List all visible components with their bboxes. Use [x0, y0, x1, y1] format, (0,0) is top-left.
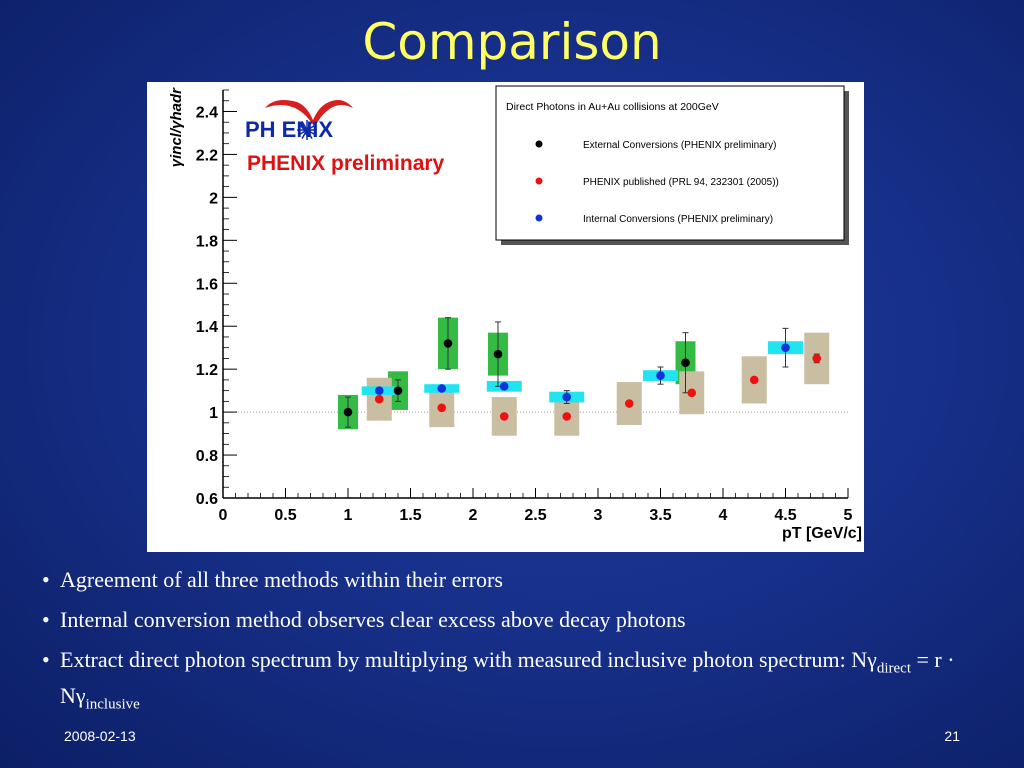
bullet-dot: • [42, 567, 50, 592]
bullet-text: Internal conversion method observes clea… [60, 607, 686, 632]
y-tick-label: 1.6 [196, 276, 218, 293]
data-point [812, 354, 822, 363]
phenix-logo-star [297, 129, 308, 136]
phenix-logo-star [301, 120, 308, 131]
bullet-subscript: inclusive [85, 696, 140, 713]
bullet-subscript: direct [876, 660, 911, 677]
bullet-item: • Extract direct photon spectrum by mult… [42, 646, 982, 719]
x-tick-label: 1 [344, 507, 353, 524]
phenix-logo-star [306, 129, 317, 136]
data-point [624, 399, 634, 408]
data-point [374, 394, 384, 404]
data-point [656, 371, 665, 380]
legend-marker [535, 214, 543, 222]
y-tick-label: 2.4 [196, 104, 218, 121]
data-point [343, 407, 353, 417]
data-point [562, 412, 572, 421]
data-point [687, 388, 697, 398]
phenix-logo-text: PH ENIX [245, 117, 333, 142]
legend-title: Direct Photons in Au+Au collisions at 20… [506, 101, 719, 113]
x-tick-label: 4 [719, 507, 728, 524]
phenix-logo-star [306, 120, 313, 131]
data-point [437, 403, 447, 413]
data-point [499, 382, 509, 391]
slide-title: Comparison [362, 13, 662, 71]
bullet-text: = r · Nγ [60, 647, 955, 709]
y-tick-label: 0.8 [196, 448, 218, 465]
y-axis-label: γincl/γhadr [168, 87, 185, 167]
data-point [437, 384, 447, 393]
preliminary-label: PHENIX preliminary [247, 152, 445, 175]
footer-date: 2008-02-13 [64, 728, 136, 744]
phenix-logo-wings [265, 100, 353, 128]
x-tick-label: 0 [219, 507, 228, 524]
legend-marker [535, 140, 543, 148]
data-point [562, 392, 572, 402]
x-tick-label: 0.5 [274, 507, 296, 524]
phenix-logo-star [306, 129, 313, 140]
x-tick-label: 4.5 [774, 507, 796, 524]
data-point [493, 349, 503, 359]
bullet-dot: • [42, 647, 50, 672]
data-point [374, 386, 384, 395]
bullet-text: Agreement of all three methods within th… [60, 567, 503, 592]
chart: 0 0.5 1 1.5 2 2.5 3 3.5 4 4.5 5 0.6 0.8 1 1.2 1.4 1.6 1.8… [168, 85, 862, 542]
bullet-dot: • [42, 607, 50, 632]
legend-entry: Internal Conversions (PHENIX preliminary… [583, 214, 773, 225]
page-number: 21 [944, 728, 960, 744]
x-tick-label: 1.5 [399, 507, 421, 524]
phenix-logo-star [301, 129, 308, 140]
y-tick-label: 1.8 [196, 233, 218, 250]
x-tick-label: 3 [594, 507, 603, 524]
y-tick-label: 2 [209, 190, 218, 207]
data-point [499, 412, 509, 421]
data-point [681, 358, 690, 368]
y-tick-label: 0.6 [196, 491, 218, 508]
legend-entry: External Conversions (PHENIX preliminary… [583, 140, 776, 151]
y-tick-label: 1 [209, 405, 218, 422]
data-point [749, 375, 759, 385]
data-point [393, 386, 403, 395]
data-point [781, 343, 790, 352]
phenix-logo-star [297, 124, 308, 131]
bullet-text: Extract direct photon spectrum by multip… [60, 647, 877, 672]
bullet-item: • Agreement of all three methods within … [42, 566, 982, 594]
legend-box [495, 85, 845, 241]
x-axis-label: pT [GeV/c] [782, 525, 862, 542]
x-tick-label: 5 [844, 507, 853, 524]
data-point [443, 339, 453, 348]
legend-entry: PHENIX published (PRL 94, 232301 (2005)) [583, 177, 779, 188]
x-tick-label: 2 [469, 507, 478, 524]
legend-marker [535, 177, 543, 185]
y-tick-label: 2.2 [196, 147, 218, 164]
bullet-list: • Agreement of all three methods within … [42, 566, 982, 731]
y-tick-label: 1.4 [196, 319, 218, 336]
y-tick-label: 1.2 [196, 362, 218, 379]
chart-panel: 0 0.5 1 1.5 2 2.5 3 3.5 4 4.5 5 0.6 0.8 1 1.2 1.4 1.6 1.8… [147, 82, 864, 552]
x-tick-label: 2.5 [524, 507, 546, 524]
bullet-item: • Internal conversion method observes cl… [42, 606, 982, 634]
x-tick-label: 3.5 [649, 507, 671, 524]
phenix-logo-star [306, 124, 317, 131]
